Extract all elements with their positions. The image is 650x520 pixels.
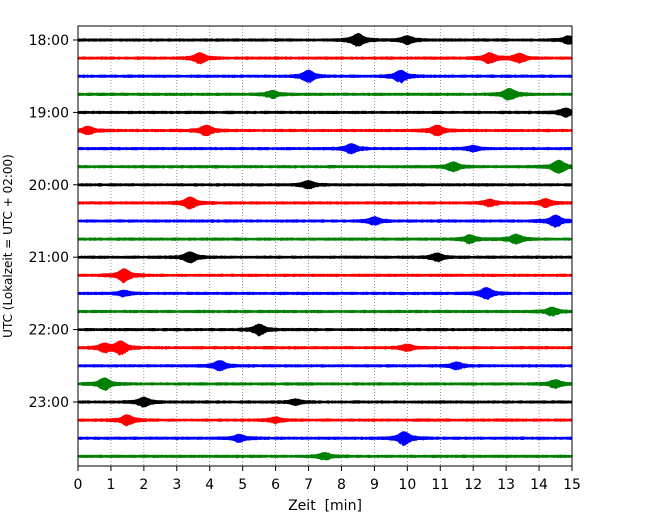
seismic-trace [77,196,573,210]
seismic-trace [77,431,573,447]
seismic-trace [77,107,573,118]
y-tick-label: 21:00 [29,250,69,266]
seismic-trace [77,377,573,392]
seismic-trace [77,287,573,301]
x-tick-label: 15 [563,477,581,493]
seismic-trace [77,52,573,65]
x-tick-label: 10 [398,477,416,493]
x-tick-label: 3 [172,477,181,493]
seismic-trace [77,69,573,84]
seismic-trace [77,414,573,427]
x-tick-label: 13 [497,477,515,493]
seismic-trace [77,233,573,245]
x-tick-label: 14 [530,477,548,493]
seismic-trace [77,268,573,284]
seismic-trace [77,306,573,317]
seismic-trace [77,124,573,137]
seismic-trace [77,214,573,228]
x-tick-label: 4 [205,477,214,493]
y-tick-label: 18:00 [29,33,69,49]
y-ticks: 18:00 19:00 20:00 21:00 22:00 23:00 [29,33,78,411]
x-tick-label: 0 [74,477,83,493]
x-tick-label: 1 [106,477,115,493]
x-tick-label: 8 [337,477,346,493]
seismic-trace [77,251,573,264]
seismic-trace [77,143,573,155]
x-tick-label: 7 [304,477,313,493]
seismic-trace [77,88,573,101]
x-tick-label: 2 [139,477,148,493]
y-tick-label: 22:00 [29,323,69,339]
seismic-trace [77,396,573,408]
y-axis-label: UTC (Lokalzeit = UTC + 02:00) [1,154,15,338]
seismic-trace [77,323,573,337]
seismic-trace [77,340,573,356]
seismic-trace [77,452,573,461]
x-tick-label: 9 [370,477,379,493]
x-tick-label: 12 [464,477,482,493]
x-axis-label: Zeit [min] [288,498,362,514]
y-tick-label: 20:00 [29,178,69,194]
seismic-trace [77,32,573,47]
y-tick-label: 19:00 [29,105,69,121]
seismic-trace [77,159,573,175]
plot-frame [77,25,573,467]
seismic-trace [77,360,573,372]
x-tick-label: 11 [431,477,449,493]
x-tick-label: 5 [238,477,247,493]
x-tick-label: 6 [271,477,280,493]
grid [110,26,540,466]
y-tick-label: 23:00 [29,395,69,411]
x-ticks: 0 1 2 3 4 5 6 7 8 9 10 11 12 13 14 15 [74,466,581,493]
traces [77,32,573,461]
seismic-trace [77,180,573,190]
